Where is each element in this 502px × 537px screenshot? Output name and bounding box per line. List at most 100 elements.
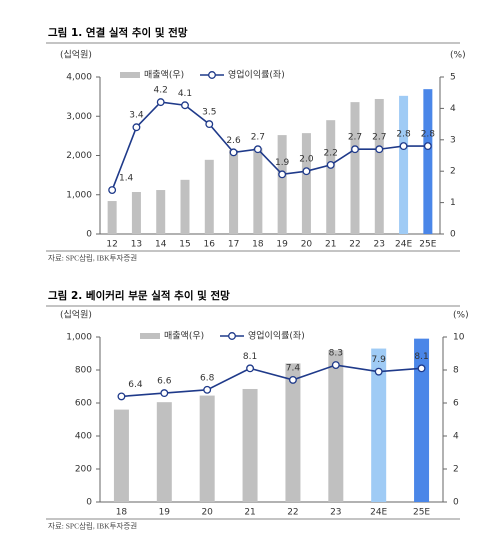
y-tick-label: 1,000 xyxy=(66,333,92,343)
bar xyxy=(350,102,360,235)
data-label: 2.7 xyxy=(251,133,265,143)
y2-tick-label: 2 xyxy=(453,465,459,475)
legend-marker xyxy=(208,71,216,79)
line-marker xyxy=(288,375,297,384)
data-label: 8.3 xyxy=(329,349,343,359)
source-note: 자료: SPC삼립, IBK투자증권 xyxy=(48,521,137,531)
y-tick-label: 1,000 xyxy=(66,190,92,200)
bar xyxy=(253,148,263,234)
y2-tick-label: 4 xyxy=(450,104,456,114)
line-marker xyxy=(375,145,384,154)
y2-tick-label: 3 xyxy=(450,135,456,145)
x-tick-label: 18 xyxy=(116,508,128,518)
bar xyxy=(423,89,433,234)
data-label: 1.9 xyxy=(275,158,290,168)
data-label: 6.6 xyxy=(157,377,172,387)
bar xyxy=(107,201,117,234)
data-label: 6.8 xyxy=(200,373,215,383)
y2-tick-label: 1 xyxy=(450,198,456,208)
data-label: 4.1 xyxy=(178,89,192,99)
y-tick-label: 600 xyxy=(75,399,92,409)
bar xyxy=(326,120,336,234)
legend-swatch xyxy=(120,72,140,78)
line-marker xyxy=(117,392,126,401)
x-tick-label: 20 xyxy=(301,240,313,250)
x-tick-label: 16 xyxy=(204,240,216,250)
data-label: 2.7 xyxy=(348,133,362,143)
x-tick-label: 13 xyxy=(131,240,142,250)
y-axis-label: (십억원) xyxy=(60,49,92,61)
data-label: 2.2 xyxy=(324,148,338,158)
y2-tick-label: 8 xyxy=(453,366,459,376)
legend-marker xyxy=(228,332,236,340)
line-marker xyxy=(160,389,169,398)
x-tick-label: 22 xyxy=(349,240,360,250)
x-tick-label: 12 xyxy=(106,240,117,250)
y2-tick-label: 4 xyxy=(453,432,459,442)
x-tick-label: 19 xyxy=(159,508,171,518)
y2-tick-label: 0 xyxy=(453,498,459,508)
y2-tick-label: 5 xyxy=(450,73,456,83)
bar xyxy=(301,133,311,234)
x-tick-label: 25E xyxy=(419,240,436,250)
y2-tick-label: 2 xyxy=(450,167,456,177)
line-marker xyxy=(246,364,255,373)
x-tick-label: 15 xyxy=(179,240,190,250)
data-label: 1.4 xyxy=(119,174,134,184)
bar xyxy=(242,388,258,502)
data-label: 8.1 xyxy=(414,352,428,362)
line-marker xyxy=(203,385,212,394)
data-label: 8.1 xyxy=(243,352,257,362)
y2-tick-label: 10 xyxy=(453,333,465,343)
line-marker xyxy=(229,148,238,157)
bar xyxy=(180,179,190,234)
legend-swatch xyxy=(140,333,160,339)
x-tick-label: 23 xyxy=(374,240,385,250)
x-tick-label: 24E xyxy=(370,508,387,518)
data-label: 2.0 xyxy=(299,155,314,165)
line-marker xyxy=(399,142,408,151)
legend-label: 매출액(우) xyxy=(144,69,184,81)
bar xyxy=(277,135,287,234)
line-marker xyxy=(326,160,335,169)
data-label: 6.4 xyxy=(128,380,143,390)
y2-tick-label: 6 xyxy=(453,399,459,409)
line-marker xyxy=(417,364,426,373)
line-series xyxy=(111,101,428,191)
bar xyxy=(204,159,214,234)
bar xyxy=(328,350,344,502)
y-tick-label: 2,000 xyxy=(66,151,92,161)
bar xyxy=(113,409,129,502)
data-label: 2.6 xyxy=(226,136,241,146)
legend-label: 영업이익률(좌) xyxy=(228,69,285,81)
bar xyxy=(414,338,430,502)
data-label: 4.2 xyxy=(154,86,168,96)
bar xyxy=(131,192,141,234)
data-label: 7.4 xyxy=(286,363,301,373)
bar xyxy=(229,150,239,234)
x-tick-label: 19 xyxy=(276,240,288,250)
bar xyxy=(156,190,166,234)
data-label: 3.4 xyxy=(129,111,144,121)
line-marker xyxy=(205,120,214,129)
x-tick-label: 20 xyxy=(201,508,213,518)
line-marker xyxy=(156,98,165,107)
line-marker xyxy=(253,145,262,154)
source-note: 자료: SPC삼립, IBK투자증권 xyxy=(48,253,137,263)
line-series xyxy=(121,364,422,398)
legend-label: 매출액(우) xyxy=(164,330,204,342)
bar xyxy=(371,348,387,502)
data-label: 7.9 xyxy=(372,355,387,365)
line-marker xyxy=(423,142,432,151)
y-axis-label: (십억원) xyxy=(60,309,92,321)
line-marker xyxy=(132,123,141,132)
data-label: 3.5 xyxy=(202,108,216,118)
bar xyxy=(399,95,409,234)
bar xyxy=(285,363,301,502)
x-tick-label: 23 xyxy=(330,508,341,518)
bar xyxy=(199,395,215,502)
bar xyxy=(374,98,384,234)
line-marker xyxy=(108,186,117,194)
y2-axis-label: (%) xyxy=(450,51,466,61)
y-tick-label: 800 xyxy=(75,366,92,376)
